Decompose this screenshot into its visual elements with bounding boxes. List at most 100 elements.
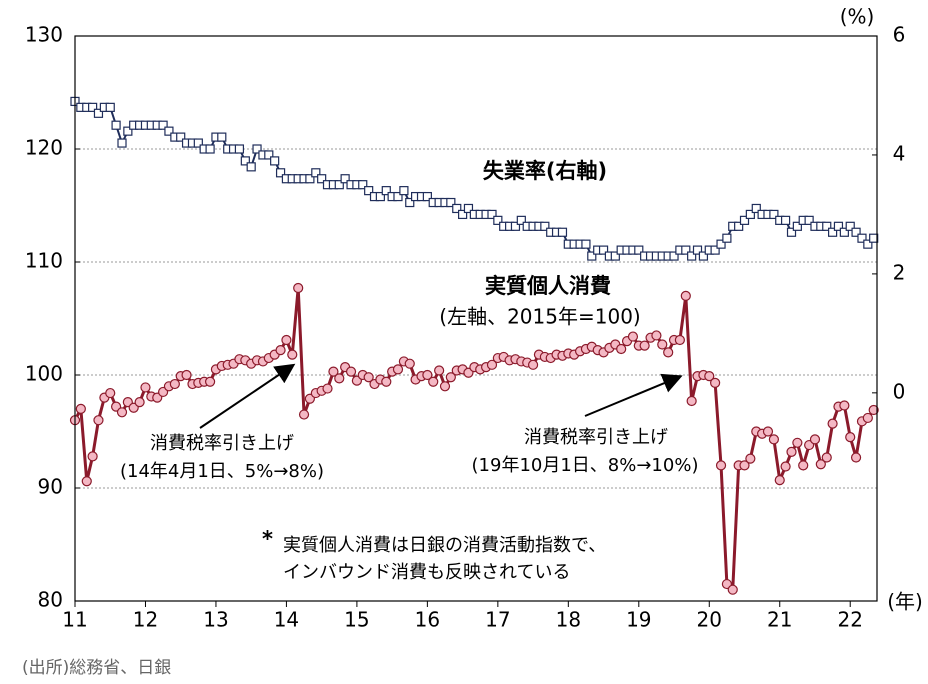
point [839,227,849,237]
x-tick-label: 13 [203,608,228,632]
annotation: * [262,527,273,551]
point [364,186,374,196]
point [493,215,503,225]
annotation: 実質個人消費は日銀の消費活動指数で、 [283,535,606,556]
point [540,221,550,231]
y2-tick-label: 0 [893,379,906,403]
point [293,282,304,294]
x-tick-label: 16 [415,608,440,632]
point [857,233,867,243]
point [117,138,127,148]
point [769,209,779,220]
y-tick-label: 80 [38,588,63,612]
point [363,372,374,383]
point [116,407,128,418]
point [322,383,333,394]
point [305,174,315,184]
annotation: 消費税率引き上げ [150,433,294,454]
point [405,197,415,208]
annotation: 失業率(右軸) [483,159,607,183]
point [674,334,685,346]
point [557,227,568,237]
point [317,174,327,184]
y2-unit: (%) [840,5,875,29]
point [745,209,755,220]
y-tick-label: 110 [25,249,63,273]
point [270,156,280,166]
x-tick-label: 12 [133,608,158,632]
point [487,209,497,220]
x-tick-label: 14 [274,608,299,632]
point [745,453,756,464]
point [204,376,216,387]
point [710,245,720,255]
point [774,474,785,486]
point [463,203,474,214]
point [123,126,133,136]
y-tick-label: 90 [38,475,63,499]
point [792,437,803,448]
annotation: (19年10月1日、8%→10%) [472,455,699,476]
y-tick-label: 130 [25,23,63,47]
point [217,132,227,142]
point [598,245,609,255]
point [815,459,826,470]
point [851,227,861,237]
point [739,215,750,225]
point [722,233,732,243]
point [616,343,627,355]
point [399,186,409,196]
point [727,584,738,595]
point [134,397,145,408]
source: (出所)総務省、日銀 [22,658,171,678]
point [246,162,256,172]
point [698,251,709,261]
point [734,221,744,231]
point [527,359,539,370]
point [358,180,368,190]
x-tick-label: 21 [767,608,792,632]
point [657,339,668,350]
point [334,180,344,190]
y2-tick-label: 2 [893,260,906,284]
point [845,221,855,231]
point [340,174,350,184]
annotation: インバウンド消費も反映されている [283,562,570,583]
point [639,340,650,351]
point [234,144,245,154]
point [434,365,445,376]
point [105,102,115,112]
point [439,381,451,392]
point [710,377,721,389]
point [458,209,468,220]
point [839,400,850,411]
point [287,349,298,360]
point [486,359,498,370]
point [804,215,814,225]
y2-tick-label: 6 [893,23,906,47]
point [692,245,703,255]
point [850,452,862,463]
point [862,412,873,424]
point [809,434,821,445]
point [422,369,433,381]
point [181,369,192,381]
annotation: 消費税率引き上げ [524,427,668,448]
point [176,132,186,142]
point [687,251,697,261]
arrow [584,373,683,417]
y-tick-label: 100 [25,362,63,386]
y2-tick-label: 4 [893,141,906,165]
point [334,373,345,384]
point [345,366,357,377]
point [681,245,691,255]
x-tick-label: 18 [556,608,581,632]
point [311,168,321,178]
point [193,138,203,148]
x-tick-label: 15 [344,608,369,632]
point [428,376,439,387]
series [69,96,879,595]
point [275,168,286,178]
point [780,215,791,225]
